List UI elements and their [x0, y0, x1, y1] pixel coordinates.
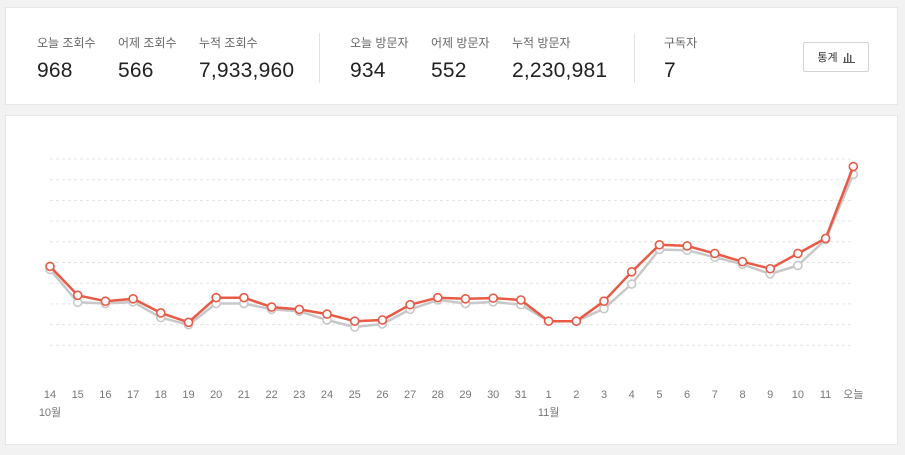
- stat-value: 566: [118, 59, 154, 82]
- views-data-point: [72, 290, 83, 301]
- x-tick-label: 25: [349, 389, 361, 401]
- views-data-point: [266, 302, 277, 312]
- views-data-point: [294, 304, 305, 315]
- views-data-point: [626, 267, 637, 277]
- stat-value: 934: [350, 59, 386, 82]
- x-tick-label: 17: [127, 389, 139, 401]
- views-data-point: [183, 317, 194, 328]
- stats-button[interactable]: 통계: [803, 42, 869, 72]
- views-data-point: [128, 294, 138, 304]
- stat-label: 누적 조회수: [199, 36, 258, 50]
- x-tick-label: 9: [767, 389, 773, 401]
- stats-button-label: 통계: [817, 52, 838, 64]
- x-tick-label: 2: [573, 389, 579, 401]
- x-tick-label: 11: [820, 389, 831, 401]
- views-series-line: [49, 166, 855, 324]
- views-data-point: [432, 292, 443, 303]
- visitors-data-point: [626, 279, 637, 289]
- stat-value: 7: [664, 59, 676, 82]
- x-tick-label: 6: [684, 389, 690, 401]
- stat-label: 어제 조회수: [118, 36, 177, 50]
- stat-value: 2,230,981: [512, 59, 608, 82]
- stat-label: 오늘 조회수: [37, 36, 96, 50]
- views-data-point: [45, 261, 55, 272]
- stats-summary-card: 오늘 조회수 968 어제 조회수 566 누적 조회수 7,933,960 오…: [5, 7, 898, 105]
- views-data-point: [349, 316, 360, 326]
- month-label: 10월: [39, 406, 61, 419]
- stat-label: 구독자: [664, 36, 698, 50]
- x-tick-label: 24: [321, 389, 333, 401]
- stats-divider: [634, 33, 635, 83]
- views-data-point: [488, 293, 499, 303]
- stats-divider: [319, 33, 320, 83]
- x-tick-label: 26: [376, 389, 388, 401]
- views-visitors-line-chart: 14 15 16 17 18 19 20 21 22 23 24 25 26 27 28 29 30 31 1 2 3 4…: [39, 158, 863, 419]
- stat-value: 968: [37, 59, 73, 82]
- x-tick-label: 23: [293, 389, 305, 401]
- x-tick-label: 16: [99, 389, 111, 401]
- views-data-point: [543, 316, 554, 326]
- views-data-point: [682, 241, 692, 251]
- views-data-point: [156, 308, 166, 318]
- views-data-point: [377, 315, 388, 325]
- views-data-point: [793, 248, 803, 259]
- views-data-point: [571, 316, 582, 326]
- stat-label: 오늘 방문자: [350, 36, 409, 50]
- views-data-point: [654, 239, 665, 250]
- bar-chart-icon: [842, 52, 855, 63]
- x-tick-label: 5: [656, 389, 662, 401]
- x-tick-label: 21: [238, 389, 250, 401]
- stat-value: 552: [431, 59, 467, 82]
- x-tick-label: 31: [515, 389, 527, 401]
- x-tick-label: 10: [792, 389, 804, 401]
- x-tick-label: 15: [72, 389, 84, 401]
- x-tick-label: 19: [182, 389, 194, 401]
- stat-label: 어제 방문자: [431, 36, 490, 50]
- views-data-point: [848, 161, 859, 172]
- x-tick-label: 22: [265, 389, 277, 401]
- month-label: 11월: [538, 406, 560, 419]
- x-tick-label: 4: [629, 389, 635, 401]
- chart-card: 14 15 16 17 18 19 20 21 22 23 24 25 26 27 28 29 30 31 1 2 3 4…: [5, 115, 898, 445]
- views-data-point: [737, 256, 748, 267]
- x-tick-label: 28: [432, 389, 444, 401]
- views-data-point: [460, 294, 471, 304]
- x-tick-label: 오늘: [843, 388, 863, 401]
- visitors-data-point: [793, 260, 803, 271]
- x-tick-label: 1: [546, 389, 552, 401]
- x-tick-label: 29: [459, 389, 471, 401]
- x-tick-label: 30: [487, 389, 499, 401]
- stat-label: 누적 방문자: [512, 36, 571, 50]
- views-data-point: [765, 263, 776, 274]
- x-tick-label: 14: [44, 389, 56, 401]
- x-tick-label: 8: [739, 389, 745, 401]
- views-data-point: [516, 295, 526, 305]
- views-data-point: [211, 292, 221, 303]
- x-tick-label: 7: [712, 389, 718, 401]
- x-tick-label: 27: [404, 389, 416, 401]
- views-data-point: [820, 233, 831, 244]
- views-data-point: [100, 296, 111, 306]
- views-data-point: [599, 296, 609, 306]
- views-data-point: [322, 309, 332, 319]
- views-data-point: [239, 292, 249, 303]
- views-data-point: [405, 299, 415, 310]
- x-tick-label: 20: [210, 389, 222, 401]
- views-data-point: [709, 248, 720, 259]
- x-tick-label: 3: [601, 389, 607, 401]
- x-tick-label: 18: [155, 389, 167, 401]
- stat-value: 7,933,960: [199, 59, 295, 82]
